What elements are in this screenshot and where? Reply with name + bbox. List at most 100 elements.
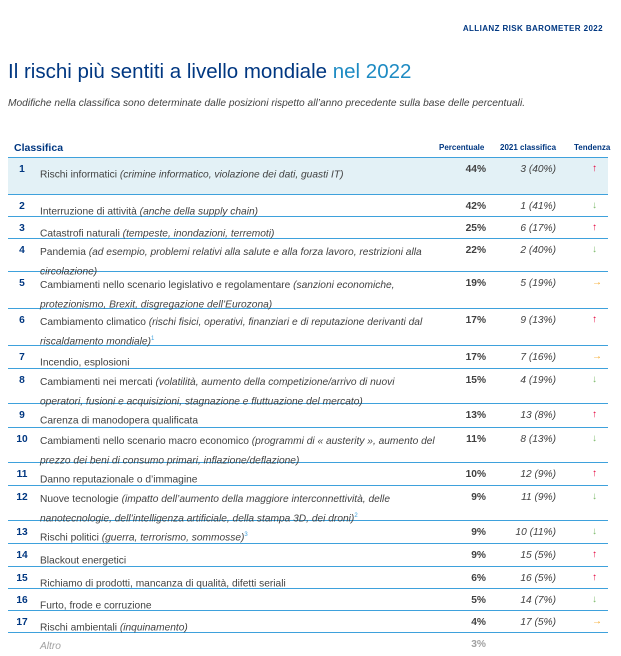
rank-2021: 11 (9%) bbox=[521, 492, 556, 503]
rank-2021: 14 (7%) bbox=[520, 595, 556, 606]
rank-number: 14 bbox=[16, 550, 28, 561]
table-row: 13 Rischi politici (guerra, terrorismo, s… bbox=[8, 521, 608, 544]
risk-percent: 4% bbox=[471, 617, 486, 628]
risk-name: Interruzione di attività bbox=[40, 206, 140, 218]
risk-detail: (programmi di « austerity », aumento del… bbox=[40, 436, 435, 467]
risk-detail: (rischi fisici, operativi, finanziari e … bbox=[40, 317, 423, 348]
risk-label: Rischi informatici (crimine informatico,… bbox=[40, 164, 440, 183]
risk-name: Rischi ambientali bbox=[40, 622, 120, 634]
header-percent: Percentuale bbox=[439, 143, 485, 152]
risk-label: Pandemia (ad esempio, problemi relativi … bbox=[40, 245, 440, 280]
rank-2021: 17 (5%) bbox=[520, 617, 556, 628]
risk-percent: 17% bbox=[465, 352, 486, 363]
risk-percent: 11% bbox=[466, 434, 486, 445]
rank-number: 9 bbox=[19, 410, 25, 421]
risk-percent: 44% bbox=[465, 164, 486, 175]
risk-ranking-table: Classifica Percentuale 2021 classifica T… bbox=[8, 138, 610, 653]
table-row: 9 Carenza di manodopera qualificata 13% 13 … bbox=[8, 404, 608, 428]
header-rank: Classifica bbox=[14, 142, 64, 154]
rank-number: 7 bbox=[19, 352, 25, 363]
risk-percent: 13% bbox=[465, 410, 486, 421]
rank-number: 2 bbox=[19, 201, 25, 212]
rank-2021: 10 (11%) bbox=[515, 527, 556, 538]
trend-up-icon: ↑ bbox=[592, 549, 597, 560]
table-row: 17 Rischi ambientali (inquinamento) 4% 17 (… bbox=[8, 611, 608, 633]
rank-2021: 2 (40%) bbox=[520, 245, 556, 256]
risk-name: Rischi politici bbox=[40, 532, 102, 544]
trend-down-icon: ↓ bbox=[592, 526, 597, 537]
rank-number: 16 bbox=[16, 595, 28, 606]
trend-same-icon: → bbox=[592, 277, 602, 288]
title-main: Il rischi più sentiti a livello mondiale bbox=[8, 60, 328, 83]
rank-2021: 4 (19%) bbox=[520, 375, 556, 386]
risk-name: Cambiamenti nello scenario legislativo e… bbox=[40, 280, 294, 291]
title-highlight: nel 2022 bbox=[332, 60, 412, 83]
table-row: 16 Furto, frode e corruzione 5% 14 (7%) ↓ bbox=[8, 589, 608, 611]
table-row: 11 Danno reputazionale o d’immagine 10% 12 … bbox=[8, 463, 608, 486]
risk-name: Cambiamenti nello scenario macro economi… bbox=[40, 436, 252, 447]
rank-number: 5 bbox=[19, 278, 25, 289]
trend-down-icon: ↓ bbox=[592, 200, 597, 211]
page-title: Il rischi più sentiti a livello mondiale… bbox=[8, 60, 411, 84]
risk-name: Cambiamento climatico bbox=[40, 317, 149, 328]
risk-percent: 9% bbox=[471, 550, 486, 561]
rank-2021: 15 (5%) bbox=[520, 550, 556, 561]
risk-label: Blackout energetici bbox=[40, 550, 440, 569]
rank-2021: 5 (19%) bbox=[520, 278, 556, 289]
risk-percent: 6% bbox=[471, 573, 486, 584]
risk-percent: 25% bbox=[465, 223, 486, 234]
trend-same-icon: → bbox=[592, 351, 602, 362]
rank-2021: 1 (41%) bbox=[520, 201, 556, 212]
risk-detail: (guerra, terrorismo, sommosse) bbox=[101, 532, 245, 544]
other-label: Altro bbox=[40, 641, 61, 652]
risk-detail: (tempeste, inondazioni, terremoti) bbox=[122, 228, 275, 240]
risk-label: Furto, frode e corruzione bbox=[40, 595, 440, 614]
risk-percent: 19% bbox=[465, 278, 486, 289]
footnote-marker: 3 bbox=[244, 532, 248, 538]
table-row: 10 Cambiamenti nello scenario macro econo… bbox=[8, 428, 608, 467]
risk-label: Cambiamenti nei mercati (volatilità, aum… bbox=[40, 375, 440, 410]
risk-detail: (volatilità, aumento della competizione/… bbox=[40, 377, 395, 408]
rank-number: 6 bbox=[19, 315, 25, 326]
risk-percent: 9% bbox=[471, 492, 486, 503]
rank-number: 15 bbox=[16, 573, 28, 584]
risk-label: Interruzione di attività (anche della su… bbox=[40, 201, 440, 220]
rank-2021: 12 (9%) bbox=[520, 469, 556, 480]
rank-number: 12 bbox=[16, 492, 28, 503]
risk-label: Incendio, esplosioni bbox=[40, 352, 440, 371]
trend-down-icon: ↓ bbox=[592, 594, 597, 605]
risk-percent: 9% bbox=[471, 527, 486, 538]
risk-percent: 22% bbox=[465, 245, 486, 256]
rank-2021: 7 (16%) bbox=[520, 352, 556, 363]
trend-up-icon: ↑ bbox=[592, 409, 597, 420]
table-row: 6 Cambiamento climatico (rischi fisici, o… bbox=[8, 309, 608, 348]
table-row: 3 Catastrofi naturali (tempeste, inondazi… bbox=[8, 217, 608, 239]
trend-down-icon: ↓ bbox=[592, 244, 597, 255]
risk-name: Richiamo di prodotti, mancanza di qualit… bbox=[40, 578, 286, 590]
risk-percent: 17% bbox=[465, 315, 486, 326]
risk-detail: (anche della supply chain) bbox=[139, 206, 259, 218]
rank-2021: 16 (5%) bbox=[520, 573, 556, 584]
risk-detail: (ad esempio, problemi relativi alla salu… bbox=[40, 247, 422, 278]
risk-name: Catastrofi naturali bbox=[40, 228, 123, 240]
risk-label: Richiamo di prodotti, mancanza di qualit… bbox=[40, 573, 440, 592]
risk-name: Carenza di manodopera qualificata bbox=[40, 415, 199, 427]
trend-down-icon: ↓ bbox=[592, 433, 597, 444]
risk-label: Cambiamenti nello scenario legislativo e… bbox=[40, 278, 440, 313]
footnote-marker: 2 bbox=[354, 513, 358, 519]
rank-number: 1 bbox=[19, 164, 25, 175]
trend-down-icon: ↓ bbox=[592, 491, 597, 502]
table-row: 5 Cambiamenti nello scenario legislativo … bbox=[8, 272, 608, 310]
risk-detail: (crimine informatico, violazione dei dat… bbox=[119, 169, 344, 181]
other-percent: 3% bbox=[471, 639, 486, 650]
rank-2021: 13 (8%) bbox=[520, 410, 556, 421]
trend-up-icon: ↑ bbox=[592, 468, 597, 479]
rank-number: 3 bbox=[19, 223, 25, 234]
risk-detail: (inquinamento) bbox=[119, 622, 188, 634]
risk-label: Nuove tecnologie (impatto dell’aumento d… bbox=[40, 492, 440, 527]
risk-percent: 15% bbox=[465, 375, 486, 386]
footnote-marker: 1 bbox=[150, 336, 155, 342]
table-row: 2 Interruzione di attività (anche della s… bbox=[8, 195, 608, 217]
trend-up-icon: ↑ bbox=[592, 163, 597, 174]
report-brand: ALLIANZ RISK BAROMETER 2022 bbox=[462, 24, 603, 33]
